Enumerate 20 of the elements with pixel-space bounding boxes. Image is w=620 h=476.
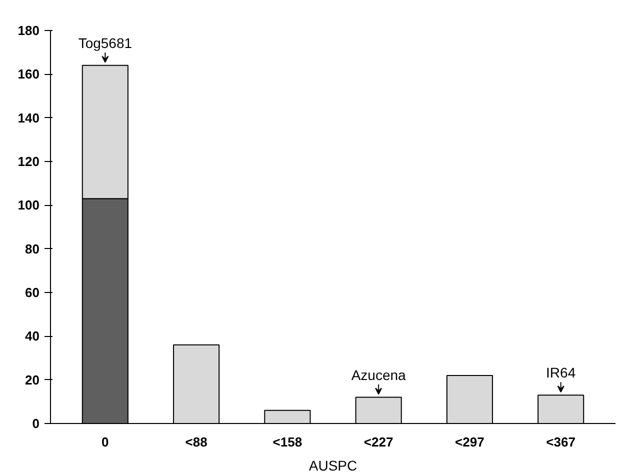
y-tick-label: 160: [18, 66, 40, 82]
x-tick-label: 0: [102, 434, 109, 450]
y-tick-label: 180: [18, 23, 40, 38]
y-tick-label: 20: [25, 372, 40, 388]
x-axis-title: AUSPC: [308, 458, 358, 474]
y-tick-label: 100: [18, 198, 40, 213]
y-tick-label: 0: [32, 416, 40, 431]
x-tick-label: <88: [185, 434, 208, 450]
x-tick-label: <158: [272, 434, 302, 450]
y-tick-label: 140: [18, 110, 40, 126]
annotation: IR64: [546, 364, 576, 381]
x-tick-label: <297: [455, 434, 484, 450]
x-tick-label: <367: [546, 434, 576, 450]
annotation: Tog5681: [78, 34, 132, 51]
y-tick-label: 120: [18, 154, 40, 169]
y-tick-label: 40: [25, 328, 40, 344]
y-tick-label: 60: [25, 285, 40, 300]
x-tick-label: <227: [364, 434, 394, 450]
annotation: Azucena: [351, 366, 406, 383]
y-tick-label: 80: [25, 241, 40, 256]
